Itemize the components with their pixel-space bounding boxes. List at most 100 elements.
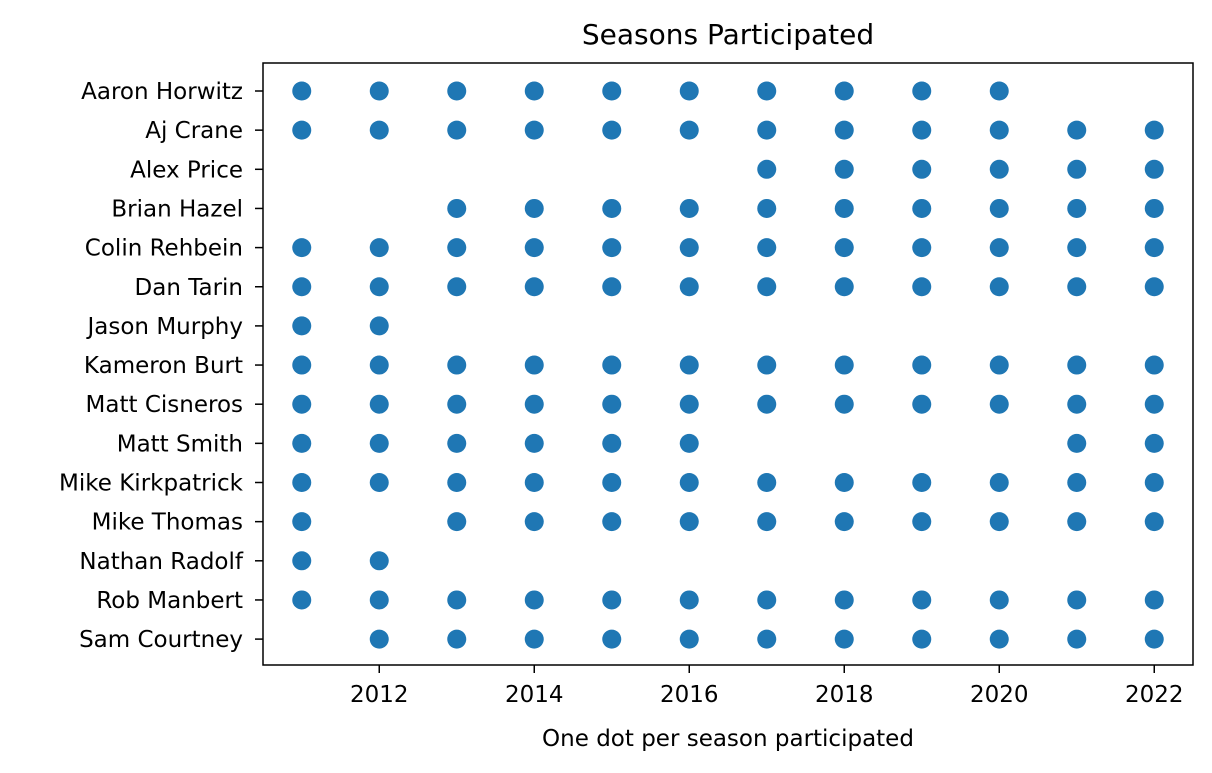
- season-dot: [757, 473, 777, 492]
- season-dot: [447, 512, 467, 532]
- season-dot: [989, 198, 1009, 218]
- season-dot: [369, 473, 389, 492]
- season-dot: [679, 81, 699, 101]
- season-dot: [447, 473, 467, 492]
- season-dot: [292, 512, 312, 532]
- season-dot: [292, 394, 312, 414]
- season-dot: [989, 629, 1009, 649]
- y-axis: Aaron Horwitz Aj Crane Alex Price Brian Haz…: [59, 79, 263, 653]
- season-dot: [757, 198, 777, 218]
- season-dot: [912, 394, 932, 414]
- season-dot: [1144, 198, 1164, 218]
- season-dot: [1067, 629, 1087, 649]
- season-dot: [679, 277, 699, 297]
- season-dot: [1067, 277, 1087, 297]
- season-dot: [912, 277, 932, 297]
- y-tick-label: Sam Courtney: [79, 627, 243, 653]
- season-dot: [834, 238, 854, 258]
- season-dot: [1067, 159, 1087, 179]
- season-dot: [1067, 590, 1087, 610]
- season-dot: [989, 277, 1009, 297]
- season-dot: [292, 238, 312, 258]
- season-dot: [447, 355, 467, 375]
- season-dot: [524, 629, 544, 649]
- season-dot: [602, 590, 622, 610]
- season-dot: [524, 355, 544, 375]
- season-dot: [834, 512, 854, 532]
- season-dot: [757, 629, 777, 649]
- season-dot: [447, 198, 467, 218]
- season-dot: [834, 198, 854, 218]
- season-dot: [447, 238, 467, 258]
- season-dot: [757, 394, 777, 414]
- season-dot: [369, 238, 389, 258]
- season-dot: [912, 81, 932, 101]
- season-dot: [1067, 238, 1087, 258]
- season-dot: [524, 277, 544, 297]
- season-dot: [524, 473, 544, 492]
- season-dot: [369, 277, 389, 297]
- season-dot: [989, 238, 1009, 258]
- season-dot: [834, 394, 854, 414]
- x-tick-label: 2016: [660, 682, 719, 708]
- season-dot: [1067, 473, 1087, 492]
- season-dot: [524, 433, 544, 453]
- season-dot: [912, 159, 932, 179]
- season-dot: [679, 198, 699, 218]
- season-dot: [1067, 120, 1087, 140]
- season-dot: [1144, 355, 1164, 375]
- season-dot: [602, 629, 622, 649]
- season-dot: [292, 355, 312, 375]
- season-dot: [834, 355, 854, 375]
- season-dot: [369, 590, 389, 610]
- season-dot: [1144, 590, 1164, 610]
- x-tick-label: 2018: [815, 682, 874, 708]
- season-dot: [989, 590, 1009, 610]
- season-dot: [1144, 629, 1164, 649]
- season-dot: [602, 433, 622, 453]
- season-dot: [602, 355, 622, 375]
- season-dot: [1067, 198, 1087, 218]
- season-dot: [447, 81, 467, 101]
- season-dot: [447, 590, 467, 610]
- season-dot: [679, 238, 699, 258]
- season-dot: [912, 590, 932, 610]
- season-dot: [757, 590, 777, 610]
- season-dot: [679, 120, 699, 140]
- season-dot: [602, 473, 622, 492]
- season-dot: [369, 394, 389, 414]
- season-dot: [679, 433, 699, 453]
- y-tick-label: Rob Manbert: [96, 588, 243, 614]
- x-tick-label: 2012: [350, 682, 409, 708]
- y-tick-label: Brian Hazel: [111, 196, 243, 222]
- season-dot: [1067, 394, 1087, 414]
- season-dot: [1067, 355, 1087, 375]
- season-dot: [292, 120, 312, 140]
- season-dot: [679, 629, 699, 649]
- season-dot: [292, 473, 312, 492]
- y-tick-label: Aaron Horwitz: [81, 79, 243, 105]
- season-dot: [1144, 159, 1164, 179]
- chart-title: Seasons Participated: [582, 18, 874, 51]
- season-dot: [757, 120, 777, 140]
- season-dot: [757, 512, 777, 532]
- season-dot: [1144, 473, 1164, 492]
- season-dot: [757, 277, 777, 297]
- season-dot: [524, 238, 544, 258]
- x-tick-label: 2022: [1125, 682, 1184, 708]
- season-dot: [602, 198, 622, 218]
- season-dot: [1144, 120, 1164, 140]
- season-dot: [602, 81, 622, 101]
- season-dot: [524, 512, 544, 532]
- season-dot: [989, 81, 1009, 101]
- x-axis: 2012 2014 2016 2018 2020 2022: [350, 665, 1184, 708]
- y-tick-label: Kameron Burt: [84, 353, 243, 379]
- season-dot: [912, 355, 932, 375]
- season-dot: [679, 355, 699, 375]
- season-dot: [757, 81, 777, 101]
- season-dot: [369, 629, 389, 649]
- season-dot: [1144, 238, 1164, 258]
- season-dot: [292, 590, 312, 610]
- season-dot: [292, 316, 312, 336]
